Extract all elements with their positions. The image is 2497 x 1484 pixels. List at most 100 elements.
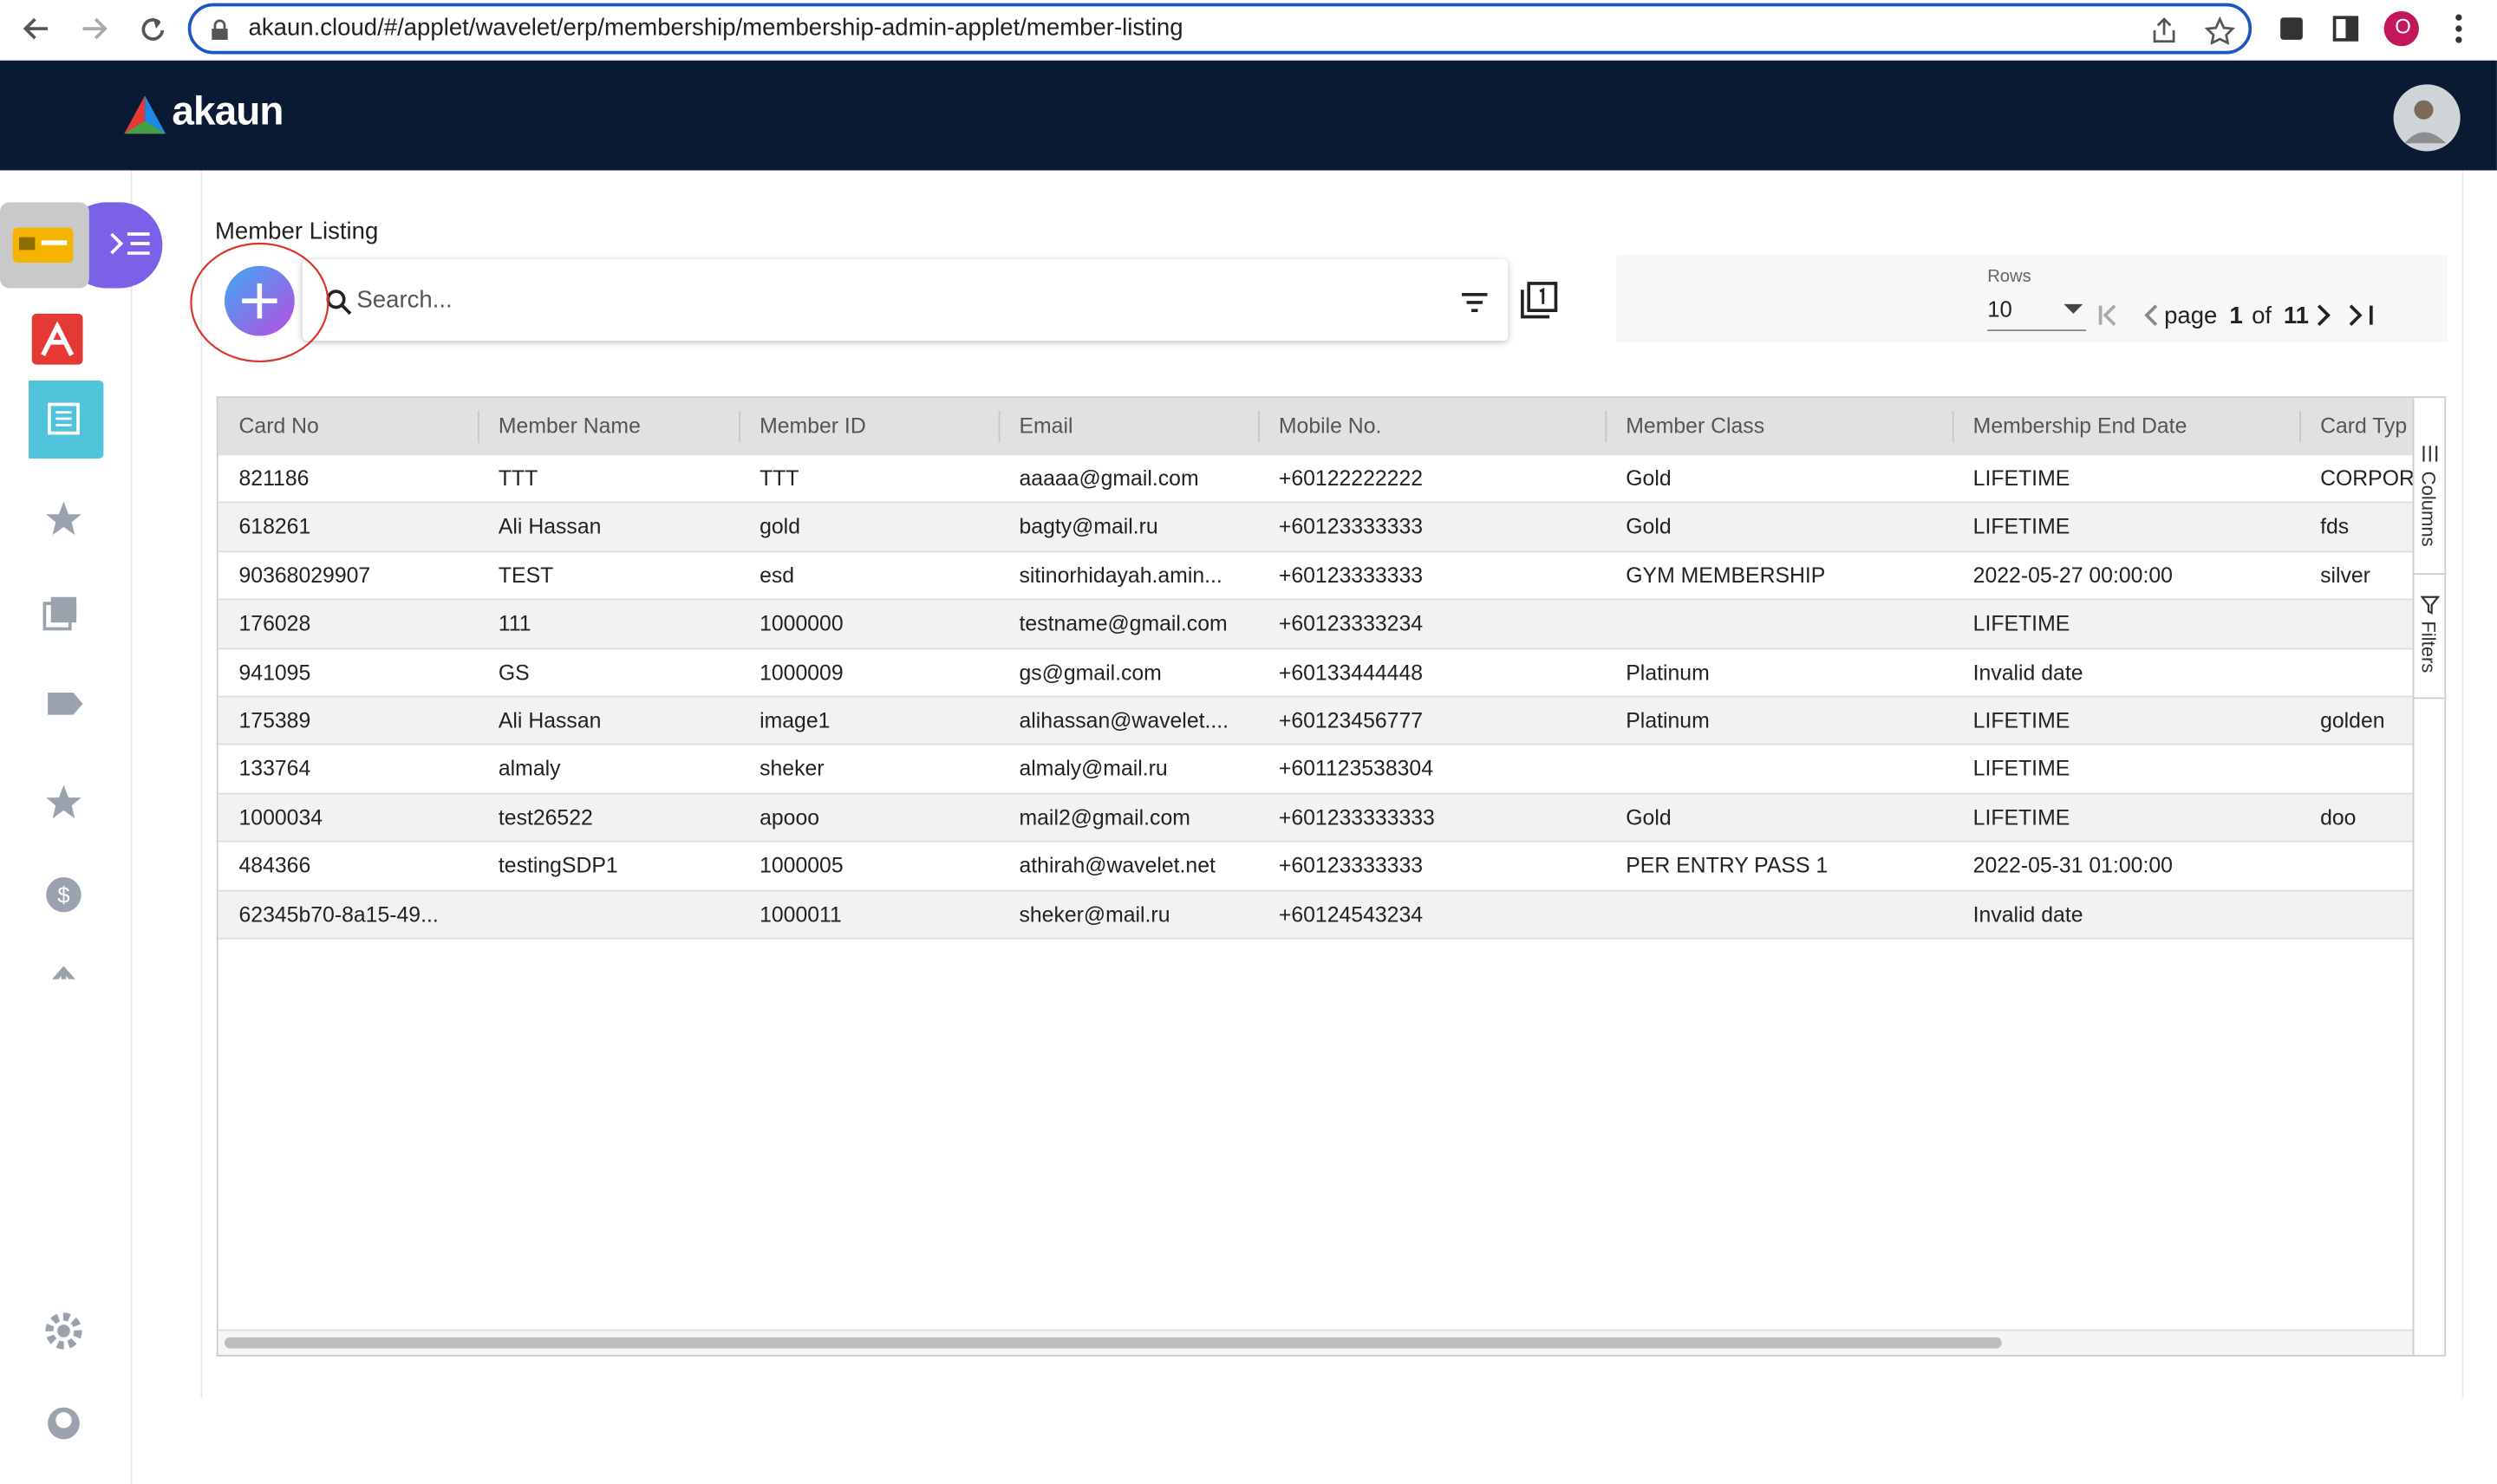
of-word: of bbox=[2252, 302, 2272, 330]
table-cell: TTT bbox=[760, 466, 799, 491]
table-cell: Ali Hassan bbox=[498, 708, 602, 732]
table-row[interactable]: 90368029907 TEST esd sitinorhidayah.amin...… bbox=[218, 551, 2413, 601]
rows-select[interactable]: 10 bbox=[1987, 296, 2087, 332]
table-cell: +601123538304 bbox=[1278, 757, 1434, 781]
table-row[interactable]: 1000034 test26522 apooo mail2@gmail.com +601… bbox=[218, 794, 2413, 843]
sidebar-icons[interactable]: $ bbox=[29, 310, 105, 980]
table-cell: 1000034 bbox=[238, 804, 323, 830]
scrollbar[interactable] bbox=[224, 1337, 2002, 1349]
table-cell: LIFETIME bbox=[1972, 708, 2070, 732]
data-table: Card No Member Name Member ID Email Mobile N… bbox=[216, 396, 2447, 1357]
first-prev[interactable] bbox=[2097, 303, 2170, 328]
table-cell: mail2@gmail.com bbox=[1019, 804, 1190, 830]
table-cell: LIFETIME bbox=[1972, 466, 2070, 491]
browser-tools[interactable] bbox=[2277, 10, 2484, 48]
table-cell: +60123456777 bbox=[1278, 708, 1424, 732]
table-cell: sitinorhidayah.amin... bbox=[1019, 563, 1222, 588]
table-cell: aaaaa@gmail.com bbox=[1019, 466, 1199, 491]
table-cell: GS bbox=[498, 660, 530, 685]
column-header: Email bbox=[1019, 413, 1073, 439]
table-cell: Invalid date bbox=[1972, 660, 2083, 685]
table-cell: testname@gmail.com bbox=[1019, 611, 1228, 636]
table-row[interactable]: 821186 TTT TTT aaaaa@gmail.com +60122222222 G… bbox=[218, 455, 2413, 504]
table-cell: GYM MEMBERSHIP bbox=[1626, 563, 1826, 588]
table-cell: gs@gmail.com bbox=[1019, 660, 1162, 685]
table-cell: almaly@mail.ru bbox=[1019, 757, 1168, 781]
svg-text:$: $ bbox=[57, 883, 69, 908]
column-separator bbox=[1952, 410, 1954, 443]
profile-initial: O bbox=[2395, 14, 2411, 39]
column-header: Card No bbox=[238, 413, 319, 439]
table-body: 821186 TTT TTT aaaaa@gmail.com +60122222222 G… bbox=[218, 455, 2413, 1331]
content-border bbox=[200, 170, 203, 1398]
table-cell: +60133444448 bbox=[1278, 660, 1424, 685]
table-cell: +60123333234 bbox=[1278, 611, 1424, 636]
table-cell: silver bbox=[2320, 563, 2370, 588]
table-row[interactable]: 618261 Ali Hassan gold bagty@mail.ru +601233… bbox=[218, 504, 2413, 552]
page-number: 1 bbox=[2229, 302, 2243, 330]
table-cell: 484366 bbox=[238, 853, 311, 878]
table-cell: Gold bbox=[1626, 804, 1672, 830]
table-row[interactable]: 133764 almaly sheker almaly@mail.ru +6011235… bbox=[218, 745, 2413, 795]
table-cell: test26522 bbox=[498, 804, 593, 830]
table-cell: LIFETIME bbox=[1972, 757, 2070, 781]
table-cell: +601233333333 bbox=[1278, 804, 1435, 830]
table-cell: apooo bbox=[760, 804, 820, 830]
table-cell: +60123333333 bbox=[1278, 853, 1424, 878]
address-bar[interactable]: akaun.cloud/#/applet/wavelet/erp/members… bbox=[187, 3, 2253, 55]
table-cell: 1000005 bbox=[760, 853, 844, 878]
search-placeholder: Search... bbox=[356, 286, 453, 314]
add-button[interactable] bbox=[188, 239, 335, 367]
table-cell: LIFETIME bbox=[1972, 804, 2070, 830]
table-cell: almaly bbox=[498, 757, 561, 781]
table-cell: TTT bbox=[498, 466, 538, 491]
filter-icon[interactable] bbox=[1458, 291, 1490, 314]
table-cell: Ali Hassan bbox=[498, 514, 602, 539]
table-cell: athirah@wavelet.net bbox=[1019, 853, 1216, 878]
nav-buttons[interactable] bbox=[16, 10, 175, 48]
column-header: Mobile No. bbox=[1278, 413, 1382, 439]
copy-icon[interactable] bbox=[1517, 280, 1559, 322]
table-cell: PER ENTRY PASS 1 bbox=[1626, 853, 1829, 878]
table-row[interactable]: 941095 GS 1000009 gs@gmail.com +60133444448 P… bbox=[218, 648, 2413, 698]
table-cell: 1000011 bbox=[760, 901, 842, 927]
column-header: Member ID bbox=[760, 413, 866, 439]
tab-label: Columns bbox=[2417, 471, 2440, 547]
table-cell: LIFETIME bbox=[1972, 611, 2070, 636]
table-cell: +60123333333 bbox=[1278, 514, 1424, 539]
table-cell: +60123333333 bbox=[1278, 563, 1424, 588]
table-cell: 62345b70-8a15-49... bbox=[238, 901, 439, 927]
table-cell: sheker@mail.ru bbox=[1019, 901, 1170, 927]
sidebar-bottom-icons[interactable] bbox=[42, 1309, 89, 1468]
table-cell: image1 bbox=[760, 708, 831, 732]
column-header: Membership End Date bbox=[1972, 413, 2187, 439]
table-cell: 133764 bbox=[238, 757, 311, 781]
column-separator bbox=[998, 410, 1001, 443]
rows-label: Rows bbox=[1987, 267, 2031, 287]
pagination: Rows 10 page 1 of 11 bbox=[1616, 254, 2448, 342]
tab-label: Filters bbox=[2417, 621, 2440, 674]
applet-switch[interactable] bbox=[0, 202, 166, 291]
tab-filters[interactable]: Filters bbox=[2414, 573, 2445, 700]
column-separator bbox=[2299, 410, 2302, 443]
sidebar: $ bbox=[0, 170, 163, 1484]
table-row[interactable]: 484366 testingSDP1 1000005 athirah@wavelet.… bbox=[218, 842, 2413, 891]
table-header: Card No Member Name Member ID Email Mobile N… bbox=[218, 398, 2413, 458]
table-cell: 90368029907 bbox=[238, 563, 371, 588]
table-cell: fds bbox=[2320, 514, 2350, 539]
avatar[interactable] bbox=[2392, 83, 2462, 153]
next-last[interactable] bbox=[2314, 303, 2377, 328]
page-total: 11 bbox=[2283, 302, 2309, 330]
table-cell: Gold bbox=[1626, 466, 1672, 491]
table-cell: +60124543234 bbox=[1278, 901, 1424, 927]
column-header: Member Class bbox=[1626, 413, 1765, 439]
search-box[interactable]: Search... bbox=[302, 259, 1509, 342]
table-row[interactable]: 62345b70-8a15-49... 1000011 sheker@mail.ru… bbox=[218, 890, 2413, 940]
tab-columns[interactable]: Columns bbox=[2414, 398, 2445, 576]
table-cell: testingSDP1 bbox=[498, 853, 618, 878]
table-row[interactable]: 176028 111 1000000 testname@gmail.com +60123… bbox=[218, 600, 2413, 649]
page-title: Member Listing bbox=[214, 218, 379, 245]
table-cell: 1000000 bbox=[760, 611, 844, 636]
table-row[interactable]: 175389 Ali Hassan image1 alihassan@wavelet.… bbox=[218, 697, 2413, 746]
